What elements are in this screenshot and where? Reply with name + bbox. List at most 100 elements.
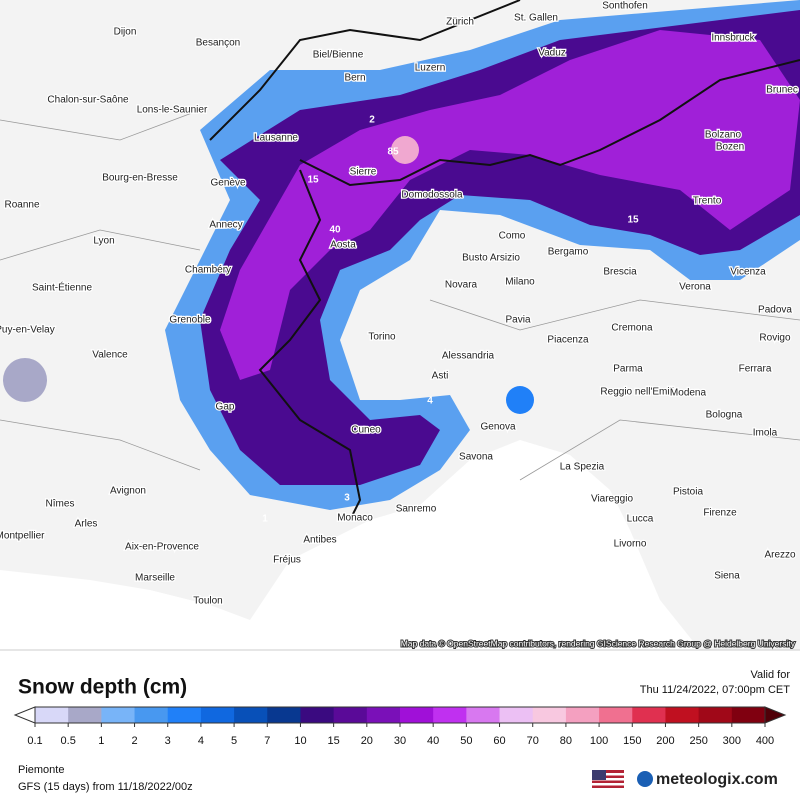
colorbar-swatch bbox=[466, 707, 501, 723]
colorbar-label: 15 bbox=[328, 735, 340, 747]
colorbar-swatch bbox=[267, 707, 301, 723]
city-label: Valence bbox=[92, 350, 128, 361]
city-label: Sonthofen bbox=[602, 1, 648, 12]
city-label: Annecy bbox=[209, 220, 242, 231]
city-label: Innsbruck bbox=[711, 33, 755, 44]
colorbar-label: 250 bbox=[689, 735, 707, 747]
city-label: Biel/Bienne bbox=[313, 50, 364, 61]
city-label: Cuneo bbox=[351, 425, 381, 436]
city-label: Padova bbox=[758, 305, 792, 316]
city-label: Reggio nell'Emilia bbox=[600, 387, 680, 398]
city-label: Bologna bbox=[706, 410, 743, 421]
colorbar-label: 50 bbox=[460, 735, 472, 747]
city-label: Aix-en-Provence bbox=[125, 542, 199, 553]
city-label: Genova bbox=[480, 422, 515, 433]
snow-blob bbox=[3, 358, 47, 402]
city-label: Novara bbox=[445, 280, 478, 291]
contour-label: 15 bbox=[307, 175, 319, 186]
colorbar-swatch bbox=[698, 707, 733, 723]
sea bbox=[0, 440, 700, 650]
city-label: Domodossola bbox=[401, 190, 463, 201]
colorbar-label: 1 bbox=[98, 735, 104, 747]
colorbar-label: 5 bbox=[231, 735, 237, 747]
colorbar-label: 40 bbox=[427, 735, 439, 747]
city-labels: Dijon Besançon Biel/Bienne Bern Zürich St. Ga… bbox=[0, 0, 799, 608]
city-label: Besançon bbox=[196, 38, 240, 49]
city-label: Toulon bbox=[193, 596, 222, 607]
colorbar-label: 300 bbox=[723, 735, 741, 747]
colorbar-label: 0.5 bbox=[61, 735, 76, 747]
city-label: Trento bbox=[693, 196, 722, 207]
city-label: Como bbox=[499, 231, 526, 242]
colorbar-swatch bbox=[68, 707, 102, 723]
colorbar-swatch bbox=[167, 707, 202, 723]
city-label: Firenze bbox=[703, 508, 737, 519]
colorbar: 0.1 0.5 1 2 3 4 5 7 10 15 20 30 40 50 60 70 80 100 150 200 2… bbox=[13, 706, 787, 747]
city-label: Montpellier bbox=[0, 531, 45, 542]
colorbar-swatch bbox=[333, 707, 368, 723]
city-label: Nîmes bbox=[46, 499, 75, 510]
contour-label: 4 bbox=[427, 396, 433, 407]
city-label: Alessandria bbox=[442, 351, 495, 362]
logo-icon bbox=[637, 771, 653, 787]
city-label: Busto Arsizio bbox=[462, 253, 520, 264]
contour-label: 1 bbox=[262, 514, 268, 525]
city-label: Bourg-en-Bresse bbox=[102, 173, 178, 184]
city-label: Bozen bbox=[716, 142, 744, 153]
contour-label: 85 bbox=[387, 147, 399, 158]
city-label: Viareggio bbox=[591, 494, 634, 505]
valid-label: Valid for bbox=[750, 669, 790, 681]
city-label: Vaduz bbox=[538, 48, 566, 59]
attribution: Map data © OpenStreetMap contributors, r… bbox=[401, 638, 796, 648]
city-label: Modena bbox=[670, 388, 707, 399]
colorbar-swatch bbox=[532, 707, 567, 723]
colorbar-label: 400 bbox=[756, 735, 774, 747]
colorbar-end bbox=[13, 706, 36, 724]
city-label: Pavia bbox=[505, 315, 530, 326]
city-label: Grenoble bbox=[169, 315, 211, 326]
colorbar-swatch bbox=[134, 707, 169, 723]
colorbar-swatch bbox=[400, 707, 434, 723]
city-label: Lucca bbox=[627, 514, 654, 525]
colorbar-swatch bbox=[101, 707, 136, 723]
colorbar-end bbox=[764, 706, 787, 724]
city-label: Savona bbox=[459, 452, 493, 463]
city-label: Siena bbox=[714, 571, 740, 582]
city-label: Lyon bbox=[93, 236, 114, 247]
snow-peak bbox=[391, 136, 419, 164]
model-run: GFS (15 days) from 11/18/2022/00z bbox=[18, 781, 193, 793]
valid-time: Thu 11/24/2022, 07:00pm CET bbox=[640, 684, 791, 696]
colorbar-swatch bbox=[565, 707, 600, 723]
colorbar-label: 100 bbox=[590, 735, 608, 747]
colorbar-swatch bbox=[35, 707, 69, 723]
city-label: Piacenza bbox=[547, 335, 589, 346]
city-label: Ferrara bbox=[739, 364, 772, 375]
city-label: Arezzo bbox=[764, 550, 796, 561]
city-label: Rovigo bbox=[759, 333, 791, 344]
city-label: Bolzano bbox=[705, 130, 742, 141]
colorbar-label: 150 bbox=[623, 735, 641, 747]
city-label: Milano bbox=[505, 277, 535, 288]
colorbar-swatch bbox=[665, 707, 700, 723]
city-label: La Spezia bbox=[560, 462, 605, 473]
colorbar-swatch bbox=[731, 707, 766, 723]
colorbar-label: 7 bbox=[264, 735, 270, 747]
city-label: Verona bbox=[679, 282, 711, 293]
title: Snow depth (cm) bbox=[18, 676, 187, 699]
city-label: Gap bbox=[216, 402, 235, 413]
city-label: Brescia bbox=[603, 267, 637, 278]
city-label: Monaco bbox=[337, 513, 373, 524]
city-label: Aosta bbox=[330, 240, 356, 251]
city-label: Antibes bbox=[303, 535, 336, 546]
colorbar-label: 60 bbox=[493, 735, 505, 747]
colorbar-label: 20 bbox=[361, 735, 373, 747]
city-label: Brunec bbox=[766, 85, 798, 96]
colorbar-label: 2 bbox=[131, 735, 137, 747]
city-label: Imola bbox=[753, 428, 778, 439]
city-label: Marseille bbox=[135, 573, 175, 584]
city-label: Arles bbox=[75, 519, 98, 530]
city-label: Livorno bbox=[614, 539, 647, 550]
city-label: Pistoia bbox=[673, 487, 703, 498]
city-label: Le Puy-en-Velay bbox=[0, 325, 55, 336]
contour-label: 40 bbox=[329, 225, 341, 236]
